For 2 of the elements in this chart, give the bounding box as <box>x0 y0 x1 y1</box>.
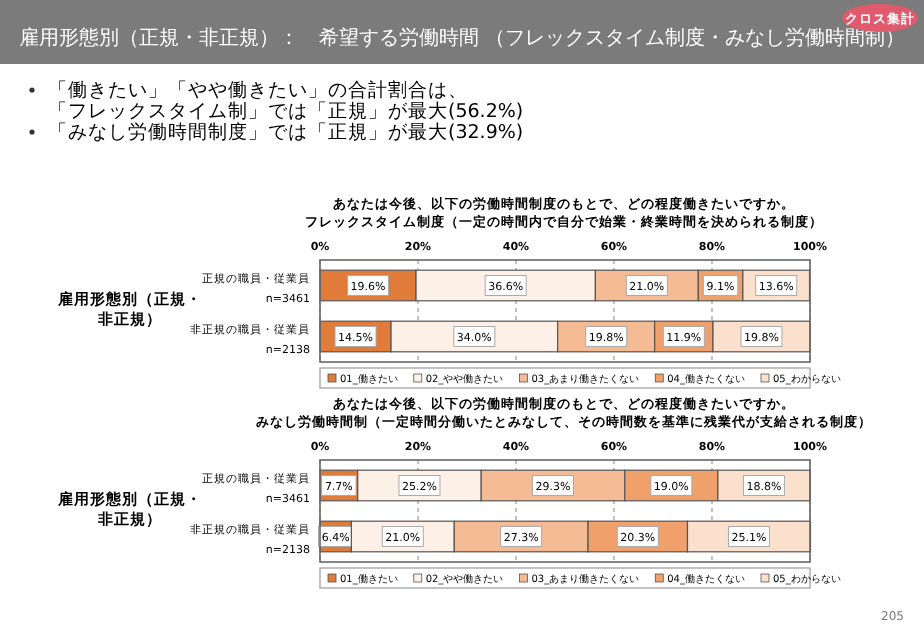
text: 「働きたい」「やや働きたい」の合計割合は、「フレックスタイム制」では「正規」が最大(56.2%) <box>48 78 524 123</box>
text: 「みなし労働時間制度」では「正規」が最大(32.9%) <box>48 120 524 144</box>
